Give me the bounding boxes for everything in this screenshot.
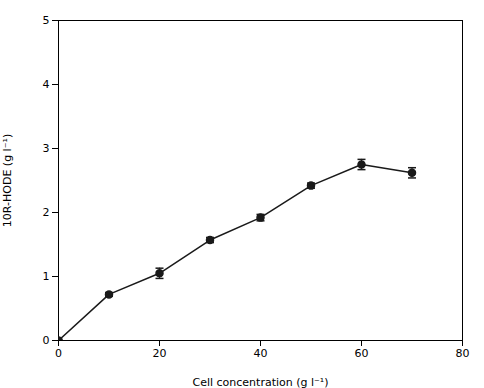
svg-text:0: 0	[55, 347, 62, 360]
svg-text:80: 80	[456, 347, 470, 360]
svg-text:3: 3	[43, 142, 50, 155]
svg-text:10R-HODE (g l⁻¹): 10R-HODE (g l⁻¹)	[1, 134, 14, 227]
svg-text:0: 0	[43, 334, 50, 347]
svg-text:20: 20	[153, 347, 167, 360]
svg-text:Cell concentration (g l⁻¹): Cell concentration (g l⁻¹)	[192, 376, 328, 388]
svg-text:40: 40	[254, 347, 268, 360]
svg-text:2: 2	[43, 206, 50, 219]
svg-text:5: 5	[43, 14, 50, 27]
svg-text:60: 60	[355, 347, 369, 360]
svg-text:4: 4	[43, 78, 50, 91]
svg-text:1: 1	[43, 270, 50, 283]
